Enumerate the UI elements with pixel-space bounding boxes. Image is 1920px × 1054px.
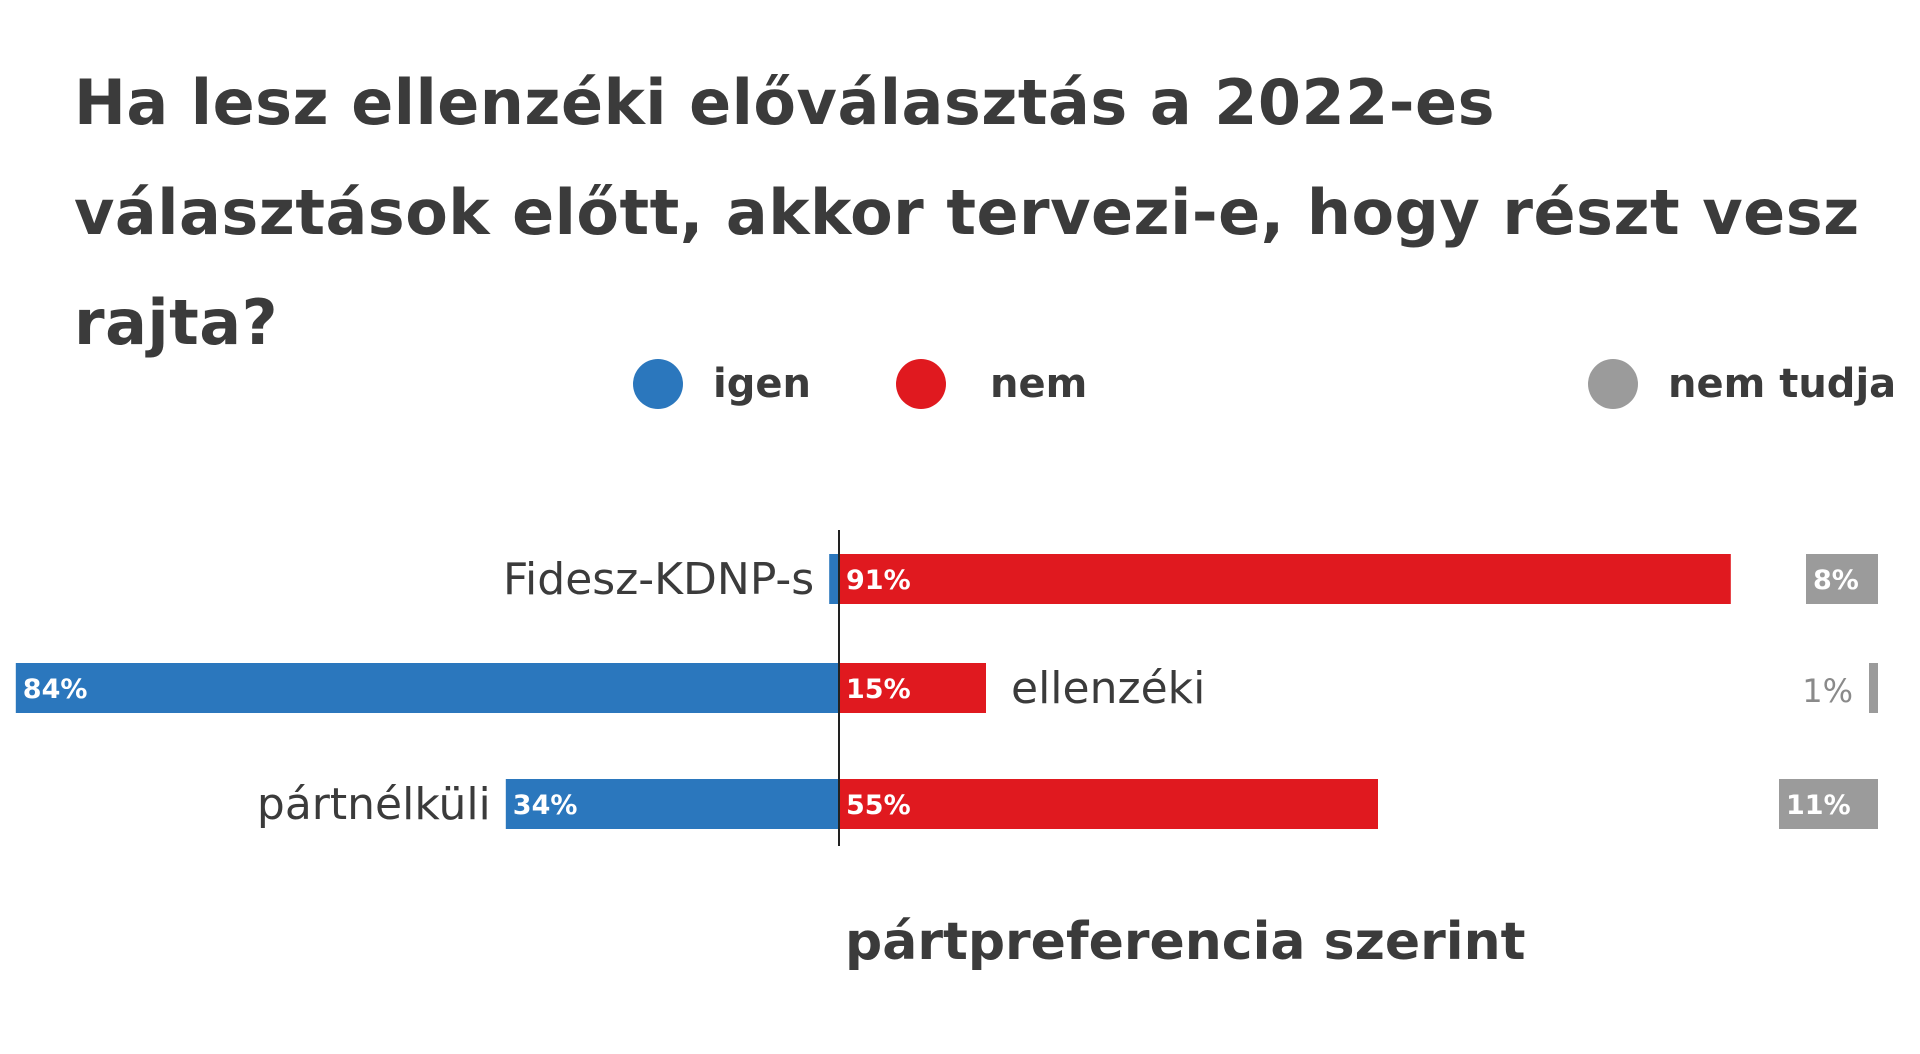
bar-igen-row-2 <box>15 663 840 713</box>
bar-nem-tudja-row-3 <box>1779 779 1878 829</box>
value-label-nem-row-1: 91% <box>846 565 911 596</box>
value-label-nem-row-3: 55% <box>846 790 911 821</box>
bar-igen-row-1 <box>829 554 839 604</box>
legend-label-igen: igen <box>713 361 811 407</box>
bar-nem-tudja-row-1 <box>1806 554 1878 604</box>
chart-subtitle: pártpreferencia szerint <box>845 912 1526 972</box>
legend-item-nem-tudja: nem tudja <box>1588 356 1896 412</box>
category-label-row-2: ellenzéki <box>1011 663 1205 714</box>
value-label-igen-row-3: 34% <box>513 790 578 821</box>
bar-nem-tudja-row-2 <box>1869 663 1878 713</box>
legend-label-nem: nem <box>990 361 1088 407</box>
bar-nem-row-1 <box>839 554 1731 604</box>
value-label-igen-row-2: 84% <box>23 674 88 705</box>
bar-igen-row-3 <box>505 779 839 829</box>
legend-item-nem: nem <box>896 356 1087 412</box>
chart-title: Ha lesz ellenzéki előválasztás a 2022-es… <box>74 66 1860 359</box>
legend-item-igen: igen <box>633 356 811 412</box>
category-label-row-1: Fidesz-KDNP-s <box>503 554 814 605</box>
value-label-nem-tudja-row-2: 1% <box>1802 672 1853 710</box>
value-label-nem-tudja-row-3: 11% <box>1786 790 1851 821</box>
value-label-nem-tudja-row-1: 8% <box>1813 565 1859 596</box>
bar-nem-row-3 <box>839 779 1378 829</box>
legend-dot-nem-icon <box>896 359 946 409</box>
legend-dot-igen-icon <box>633 359 683 409</box>
value-label-nem-row-2: 15% <box>846 674 911 705</box>
category-label-row-3: pártnélküli <box>257 779 491 830</box>
bar-nem-row-2 <box>839 663 986 713</box>
legend-label-nem-tudja: nem tudja <box>1668 361 1897 407</box>
legend-dot-nem-tudja-icon <box>1588 359 1638 409</box>
